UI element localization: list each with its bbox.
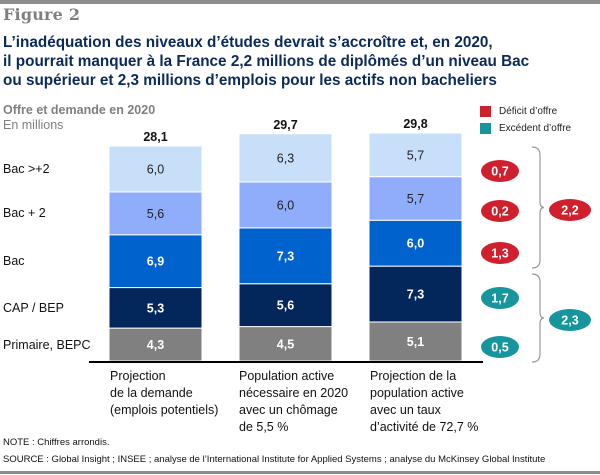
legend-label: Déficit d’offre: [499, 106, 558, 117]
row-label: CAP / BEP: [3, 300, 64, 315]
gap-value-label: 1,3: [491, 247, 508, 261]
note: NOTE : Chiffres arrondis.: [3, 437, 110, 448]
bar-segment: [108, 234, 203, 289]
bar-segment: [368, 265, 463, 323]
segment-value-label: 6,3: [277, 151, 294, 165]
segment-value-label: 5,7: [407, 192, 424, 206]
group-value-label: 2,3: [561, 314, 578, 328]
segment-value-label: 7,3: [407, 288, 424, 302]
title-line: il pourrait manquer à la France 2,2 mill…: [3, 53, 530, 70]
group-badge-deficit: [549, 199, 591, 221]
segment-value-label: 5,6: [277, 299, 294, 313]
chart-subtitle: Offre et demande en 2020: [3, 103, 156, 117]
bar-segment: [238, 133, 333, 183]
legend-swatch-surplus: [480, 123, 491, 134]
gap-badge-surplus: [481, 336, 519, 358]
bar-total-label: 29,8: [403, 117, 427, 131]
legend-label: Excédent d’offre: [499, 123, 572, 134]
bar-segment: [108, 145, 203, 193]
source: SOURCE : Global Insight ; INSEE ; analys…: [3, 454, 546, 465]
segment-value-label: 5,1: [407, 335, 424, 349]
legend-swatch-deficit: [480, 106, 491, 117]
legend-item-surplus: Excédent d’offre: [480, 120, 571, 137]
group-badge-surplus: [549, 309, 591, 331]
bar-segment: [108, 191, 203, 236]
group-value-label: 2,2: [561, 204, 578, 218]
category-label: Population active nécessaire en 2020 ave…: [239, 369, 349, 434]
row-label: Bac + 2: [3, 206, 46, 221]
row-label: Primaire, BEPC: [3, 337, 91, 352]
bar-segment: [368, 176, 463, 221]
bar-total-label: 29,7: [273, 118, 297, 132]
bar-total-label: 28,1: [143, 130, 167, 144]
bar-segment: [238, 283, 333, 328]
gap-badge-surplus: [481, 287, 519, 309]
segment-value-label: 6,0: [277, 198, 294, 212]
segment-value-label: 6,0: [407, 237, 424, 251]
gap-value-label: 0,7: [491, 165, 508, 179]
row-label: Bac: [3, 254, 25, 269]
title-line: ou supérieur et 2,3 millions d’emplois p…: [3, 72, 497, 89]
row-label: Bac >+2: [3, 161, 50, 176]
brace-deficit: [531, 146, 545, 269]
segment-value-label: 4,3: [147, 338, 164, 352]
segment-value-label: 5,6: [147, 207, 164, 221]
unit-label: En millions: [3, 118, 64, 132]
gap-value-label: 0,2: [491, 205, 508, 219]
bottom-rule: [0, 471, 600, 474]
segment-value-label: 5,3: [147, 301, 164, 315]
chart-title: L’inadéquation des niveaux d’études devr…: [3, 33, 593, 90]
title-line: L’inadéquation des niveaux d’études devr…: [3, 34, 493, 51]
bar-segment: [108, 327, 203, 362]
top-rule: [0, 0, 600, 4]
bar-segment: [108, 287, 203, 329]
category-label: Projection de la population active avec …: [370, 369, 479, 434]
bar-segment: [238, 326, 333, 362]
bar-segment: [368, 132, 463, 178]
gap-badge-deficit: [481, 160, 519, 182]
segment-value-label: 7,3: [277, 249, 294, 263]
bar-segment: [238, 227, 333, 285]
gap-badge-deficit: [481, 242, 519, 264]
brace-surplus: [531, 273, 545, 363]
segment-value-label: 6,9: [147, 255, 164, 269]
bar-segment: [368, 219, 463, 267]
legend-item-deficit: Déficit d’offre: [480, 103, 571, 120]
figure-label: Figure 2: [3, 5, 81, 24]
category-label: Projection de la demande (emplois potent…: [110, 369, 219, 417]
gap-badge-deficit: [481, 200, 519, 222]
segment-value-label: 4,5: [277, 337, 294, 351]
legend: Déficit d’offre Excédent d’offre: [480, 103, 571, 137]
gap-value-label: 0,5: [491, 341, 508, 355]
gap-value-label: 1,7: [491, 292, 508, 306]
bar-segment: [238, 181, 333, 229]
segment-value-label: 6,0: [147, 162, 164, 176]
segment-value-label: 5,7: [407, 148, 424, 162]
